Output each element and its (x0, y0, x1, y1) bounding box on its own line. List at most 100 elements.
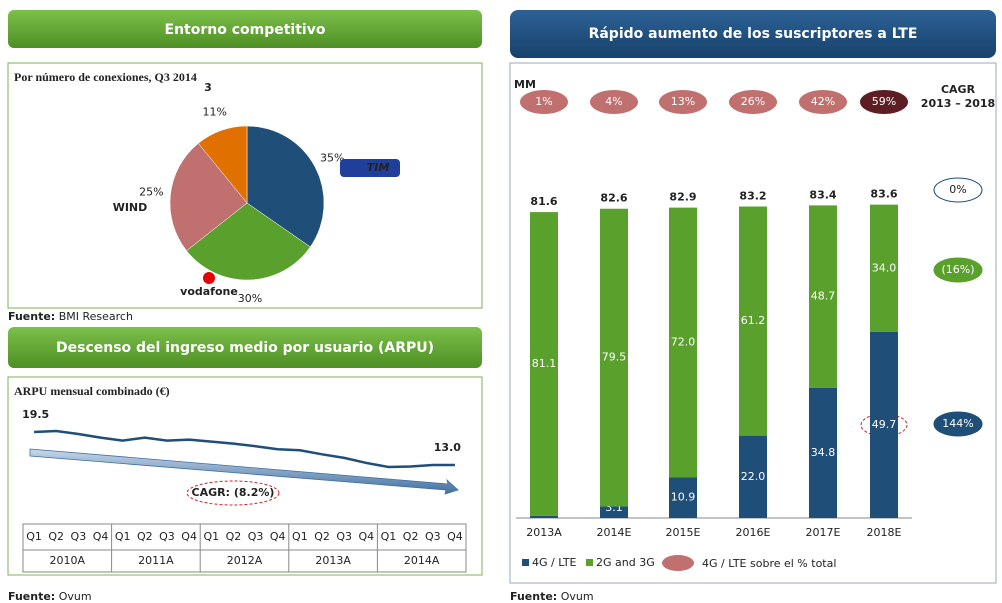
bar-segment (809, 387, 837, 518)
share-label: 13% (671, 95, 695, 108)
x-tick-label: Q4 (358, 530, 374, 543)
x-tick-label: Q1 (292, 530, 308, 543)
total-label: 83.2 (739, 189, 766, 202)
x-tick-label: Q2 (314, 530, 330, 543)
x-tick-label: Q3 (159, 530, 175, 543)
highlight-ring (186, 480, 280, 506)
share-label: 42% (811, 95, 835, 108)
cagr-label: 144% (942, 417, 973, 430)
source-label: Fuente: (8, 310, 55, 323)
bar-segment (870, 204, 898, 332)
share-oval (860, 90, 908, 114)
header-title: Entorno competitivo (165, 22, 326, 38)
segment-label: 49.7 (872, 418, 897, 431)
bar-segment (600, 506, 628, 518)
x-tick-label: 2017E (806, 526, 841, 539)
header (510, 10, 996, 58)
group-label: 2010A (50, 554, 86, 567)
x-tick-label: Q1 (26, 530, 42, 543)
bar-segment (600, 208, 628, 507)
x-tick-label: Q3 (425, 530, 441, 543)
logo: TIM (367, 161, 390, 174)
slice-label: 25% (139, 186, 163, 199)
cagr-title: CAGR (941, 83, 976, 96)
x-tick-label: Q1 (381, 530, 397, 543)
bar-segment (739, 435, 767, 518)
source-text: Ovum (59, 590, 92, 603)
total-label: 83.4 (809, 188, 836, 201)
x-tick-label: Q3 (71, 530, 87, 543)
header (8, 327, 482, 368)
legend-label: 4G / LTE sobre el % total (702, 557, 836, 570)
header-title: Rápido aumento de los suscriptores a LTE (589, 26, 918, 42)
slice-label: 11% (202, 105, 226, 118)
x-tick-label: Q2 (403, 530, 419, 543)
group-label: 2013A (315, 554, 351, 567)
segment-label: 10.9 (671, 491, 696, 504)
share-label: 59% (872, 95, 896, 108)
cagr-oval (933, 411, 983, 437)
share-oval (729, 90, 777, 114)
legend-swatch (586, 559, 593, 566)
legend-swatch (522, 559, 529, 566)
share-label: 4% (605, 95, 622, 108)
source-text: Ovum (561, 590, 594, 603)
x-tick-label: Q4 (93, 530, 109, 543)
trend-arrow (29, 448, 459, 495)
total-label: 82.6 (600, 192, 627, 205)
pie-slice (246, 125, 325, 248)
header-title: Descenso del ingreso medio por usuario (… (56, 340, 434, 356)
logo: vodafone (180, 285, 238, 298)
logo: WIND (113, 201, 148, 214)
slice-label: 35% (320, 151, 344, 164)
cagr-label: 0% (949, 183, 966, 196)
bar-segment (669, 207, 697, 478)
unit-label: MM (514, 78, 536, 91)
legend-label: 2G and 3G (596, 556, 655, 569)
segment-label: 79.5 (602, 351, 627, 364)
data-label: 19.5 (22, 408, 49, 421)
share-oval (590, 90, 638, 114)
x-tick-label: Q2 (48, 530, 64, 543)
x-tick-label: 2013A (526, 526, 562, 539)
line (34, 429, 455, 469)
subtitle: Por número de conexiones, Q3 2014 (14, 70, 197, 84)
segment-label: 81.1 (532, 357, 557, 370)
group-label: 2012A (227, 554, 263, 567)
x-tick-label: 2016E (736, 526, 771, 539)
bar-segment (739, 206, 767, 436)
data-label: 13.0 (434, 441, 461, 454)
bar-segment (669, 477, 697, 518)
x-tick-label: Q3 (248, 530, 264, 543)
total-label: 82.9 (669, 191, 696, 204)
pie-slice (186, 202, 311, 281)
x-tick-label: 2015E (666, 526, 701, 539)
x-tick-label: Q2 (137, 530, 153, 543)
group-label: 2011A (138, 554, 174, 567)
source-label: Fuente: (510, 590, 557, 603)
legend-swatch (662, 555, 694, 571)
x-tick-label: Q2 (226, 530, 242, 543)
annotation: CAGR: (8.2%) (192, 486, 275, 499)
axis-table (22, 523, 467, 573)
logo: 3 (204, 81, 212, 94)
cagr-label: (16%) (941, 263, 974, 276)
share-oval (520, 90, 568, 114)
bar-segment (530, 212, 558, 516)
share-label: 26% (741, 95, 765, 108)
segment-label: 72.0 (671, 335, 696, 348)
segment-label: 61.2 (741, 314, 766, 327)
x-tick-label: Q4 (270, 530, 286, 543)
pie-slice (197, 125, 248, 204)
segment-label: 48.7 (811, 290, 836, 303)
bar-segment (809, 205, 837, 388)
logo-icon (203, 272, 215, 284)
total-label: 83.6 (870, 188, 897, 201)
bar-segment (870, 331, 898, 518)
bar-segment (530, 515, 558, 518)
header (8, 10, 482, 48)
share-oval (799, 90, 847, 114)
total-label: 81.6 (530, 195, 557, 208)
x-tick-label: Q4 (447, 530, 463, 543)
